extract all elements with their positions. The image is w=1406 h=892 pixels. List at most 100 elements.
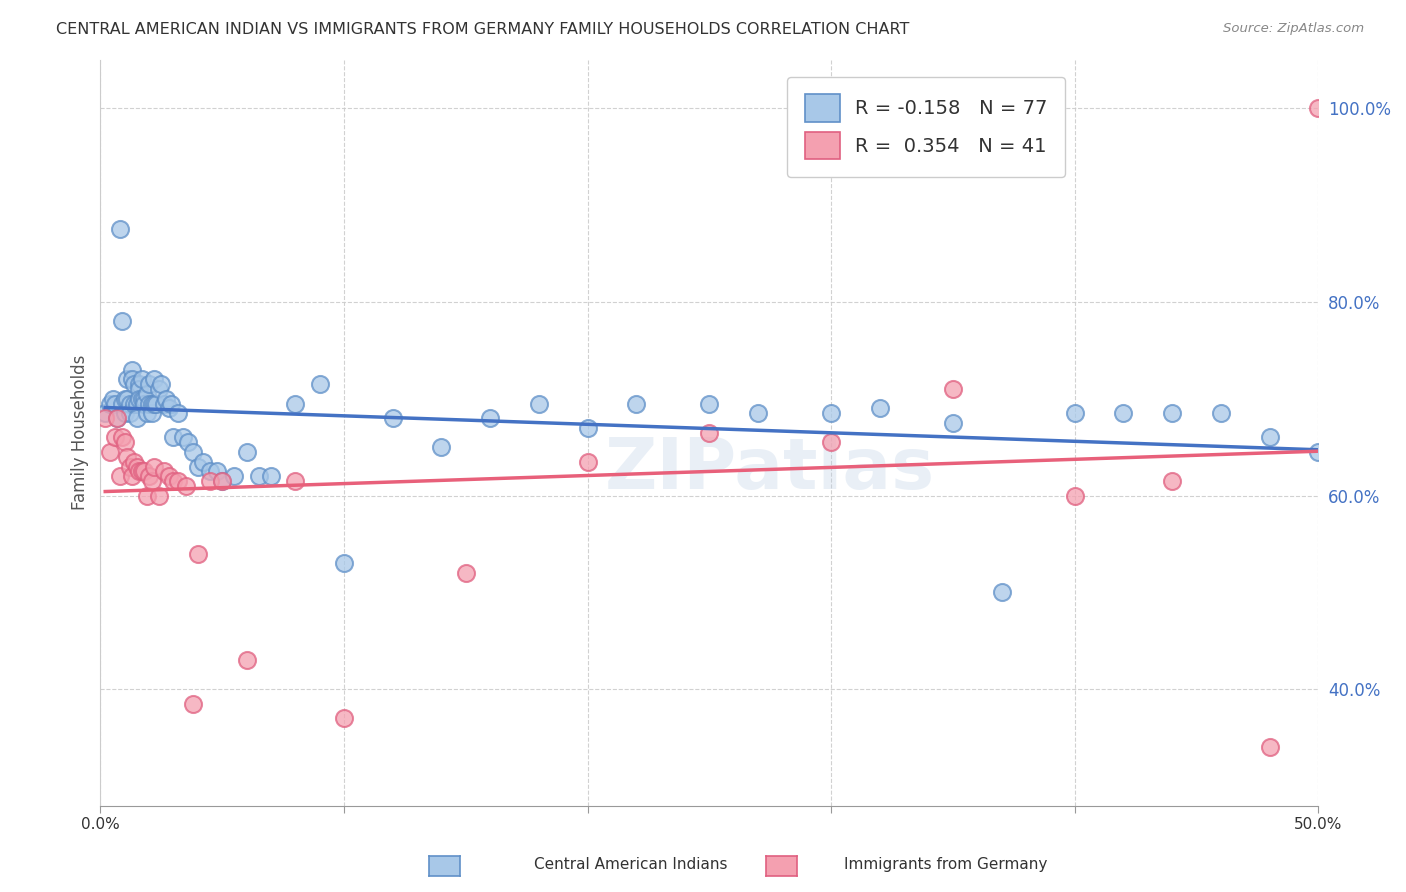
Point [128, 377, 150, 392]
Point [198, 474, 221, 488]
Point [235, 445, 257, 459]
Point [128, 392, 150, 406]
Text: Immigrants from Germany: Immigrants from Germany [844, 857, 1047, 872]
Point [479, 411, 502, 425]
Point [820, 435, 842, 450]
Point [108, 469, 131, 483]
Point [381, 411, 404, 425]
Point [284, 474, 307, 488]
Point [148, 489, 170, 503]
Point [942, 416, 965, 430]
Point [697, 396, 720, 410]
Point [128, 464, 150, 478]
Point [107, 411, 129, 425]
Point [94, 406, 117, 420]
Point [138, 469, 160, 483]
Point [138, 396, 160, 410]
Point [942, 382, 965, 396]
Text: CENTRAL AMERICAN INDIAN VS IMMIGRANTS FROM GERMANY FAMILY HOUSEHOLDS CORRELATION: CENTRAL AMERICAN INDIAN VS IMMIGRANTS FR… [56, 22, 910, 37]
Point [115, 450, 138, 464]
Point [990, 585, 1012, 599]
Text: Source: ZipAtlas.com: Source: ZipAtlas.com [1223, 22, 1364, 36]
Point [211, 474, 233, 488]
Point [198, 464, 221, 478]
Point [131, 392, 153, 406]
Point [869, 401, 891, 416]
Point [1063, 489, 1085, 503]
Point [454, 566, 477, 580]
Point [157, 401, 180, 416]
Point [108, 222, 131, 236]
Legend: R = -0.158   N = 77, R =  0.354   N = 41: R = -0.158 N = 77, R = 0.354 N = 41 [787, 77, 1064, 177]
Point [118, 459, 141, 474]
Point [1308, 101, 1330, 115]
Point [1308, 445, 1330, 459]
Point [104, 430, 127, 444]
Point [124, 377, 146, 392]
Point [181, 697, 204, 711]
Point [135, 406, 157, 420]
Point [224, 469, 246, 483]
Point [111, 314, 134, 328]
Point [174, 479, 197, 493]
Point [141, 406, 163, 420]
Point [191, 455, 214, 469]
Point [1209, 406, 1232, 420]
Point [128, 382, 150, 396]
Point [145, 396, 167, 410]
Point [576, 421, 599, 435]
Point [125, 396, 148, 410]
Point [118, 396, 141, 410]
Point [111, 430, 134, 444]
Point [181, 445, 204, 459]
Point [135, 489, 157, 503]
Point [104, 396, 127, 410]
Point [141, 396, 163, 410]
Point [1063, 406, 1085, 420]
Point [121, 372, 143, 386]
Point [697, 425, 720, 440]
Point [111, 396, 134, 410]
Point [138, 377, 160, 392]
Point [430, 440, 453, 454]
Point [1258, 740, 1281, 755]
Point [134, 392, 156, 406]
Point [626, 396, 648, 410]
Point [131, 464, 153, 478]
Point [207, 464, 229, 478]
Point [333, 711, 356, 725]
Text: Central American Indians: Central American Indians [534, 857, 728, 872]
Point [284, 396, 307, 410]
Text: ZIPatlas: ZIPatlas [605, 435, 935, 504]
Point [157, 469, 180, 483]
Point [121, 469, 143, 483]
Point [114, 406, 136, 420]
Point [150, 377, 173, 392]
Point [1112, 406, 1135, 420]
Point [142, 459, 165, 474]
Point [141, 474, 163, 488]
Point [160, 396, 183, 410]
Point [152, 464, 174, 478]
Point [162, 430, 184, 444]
Point [115, 372, 138, 386]
Point [1258, 430, 1281, 444]
Y-axis label: Family Households: Family Households [72, 355, 89, 510]
Point [167, 474, 190, 488]
Point [134, 464, 156, 478]
Point [118, 406, 141, 420]
Point [134, 396, 156, 410]
Point [98, 445, 121, 459]
Point [576, 455, 599, 469]
Point [124, 396, 146, 410]
Point [148, 382, 170, 396]
Point [187, 459, 209, 474]
Point [125, 459, 148, 474]
Point [747, 406, 769, 420]
Point [115, 392, 138, 406]
Point [527, 396, 550, 410]
Point [155, 392, 177, 406]
Point [142, 372, 165, 386]
Point [260, 469, 283, 483]
Point [1161, 406, 1184, 420]
